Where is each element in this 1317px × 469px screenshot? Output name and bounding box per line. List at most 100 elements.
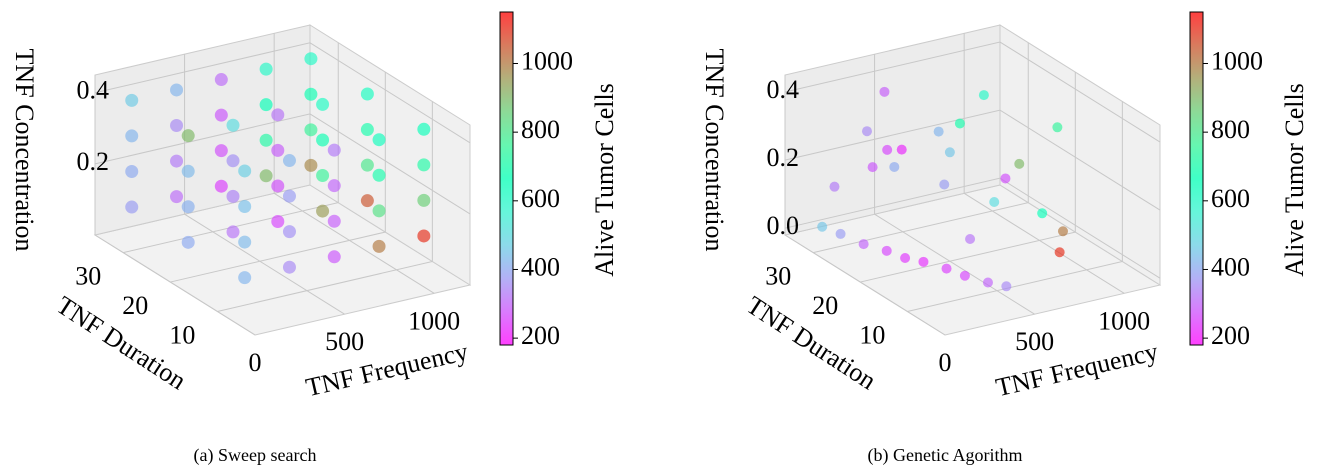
data-point — [238, 164, 252, 178]
data-point — [867, 162, 878, 173]
grid-line — [94, 75, 256, 336]
z-tick-label: 0.2 — [77, 147, 110, 176]
data-point — [238, 271, 252, 285]
data-point — [125, 93, 139, 107]
data-point — [282, 225, 296, 239]
colorbar-tick-label: 400 — [1211, 252, 1250, 281]
data-point — [226, 118, 240, 132]
grid-line — [860, 72, 1076, 283]
grid-line — [273, 33, 435, 294]
z-tick-label: 0.4 — [77, 76, 110, 105]
grid-line — [170, 72, 386, 283]
data-point — [889, 161, 900, 172]
data-point — [372, 133, 386, 147]
z-tick-label: 0.2 — [767, 143, 800, 172]
colorbar-tick-label: 600 — [521, 184, 560, 213]
data-point — [360, 158, 374, 172]
data-point — [881, 245, 892, 256]
grid-line — [123, 42, 339, 254]
x-tick-label: 0 — [249, 348, 262, 377]
data-point — [259, 169, 273, 183]
grid-line — [874, 54, 1035, 315]
grid-line — [784, 109, 1161, 211]
data-point — [939, 179, 950, 190]
colorbar-label: Alive Tumor Cells — [590, 83, 619, 277]
data-point — [959, 270, 970, 281]
y-tick-label: 10 — [169, 320, 195, 349]
data-point — [214, 73, 228, 87]
data-point — [417, 122, 431, 136]
data-point — [316, 169, 330, 183]
colorbar-tick-label: 400 — [521, 252, 560, 281]
data-point — [316, 133, 330, 147]
data-point — [327, 143, 341, 157]
data-point — [900, 253, 911, 264]
data-point — [879, 86, 890, 97]
x-tick-label: 1000 — [1098, 306, 1150, 335]
z-axis-label: TNF Concentration — [700, 49, 729, 252]
colorbar — [1189, 11, 1204, 346]
data-point — [965, 234, 976, 245]
caption: (a) Sweep search — [194, 445, 317, 466]
data-point — [259, 98, 273, 112]
data-point — [896, 144, 907, 155]
data-point — [1052, 122, 1063, 133]
z-axis-label: TNF Concentration — [10, 49, 39, 252]
y-tick-label: 30 — [765, 262, 791, 291]
data-point — [214, 179, 228, 193]
data-point — [181, 129, 195, 143]
x-tick-label: 1000 — [408, 306, 460, 335]
data-point — [226, 225, 240, 239]
data-point — [918, 256, 929, 267]
grid-line — [784, 75, 946, 336]
grid-line — [217, 101, 433, 312]
data-point — [372, 204, 386, 218]
caption: (b) Genetic Agorithm — [868, 445, 1023, 466]
data-point — [360, 87, 374, 101]
data-point — [304, 52, 318, 66]
colorbar-tick-label: 800 — [1211, 115, 1250, 144]
data-point — [417, 193, 431, 207]
data-point — [170, 154, 184, 168]
data-point — [238, 235, 252, 249]
data-point — [1057, 226, 1068, 237]
data-point — [941, 263, 952, 274]
grid-line — [94, 113, 471, 215]
data-point — [181, 200, 195, 214]
data-point — [858, 239, 869, 250]
colorbar-tick-label: 1000 — [521, 46, 573, 75]
z-tick-label: 0.0 — [767, 211, 800, 240]
grid-line — [907, 101, 1123, 312]
x-tick-label: 500 — [1015, 327, 1054, 356]
data-point — [271, 108, 285, 122]
data-point — [226, 154, 240, 168]
data-point — [282, 154, 296, 168]
data-point — [1014, 158, 1025, 169]
data-point — [259, 133, 273, 147]
x-tick-label: 500 — [325, 327, 364, 356]
data-point — [271, 179, 285, 193]
z-tick-label: 0.4 — [767, 75, 800, 104]
data-point — [1001, 281, 1012, 292]
data-point — [1037, 208, 1048, 219]
data-point — [835, 228, 846, 239]
colorbar-tick-label: 200 — [1211, 321, 1250, 350]
data-point — [327, 250, 341, 264]
data-point — [933, 126, 944, 137]
grid-line — [813, 42, 1029, 254]
data-point — [214, 108, 228, 122]
colorbar-tick-label: 1000 — [1211, 46, 1263, 75]
data-point — [360, 123, 374, 137]
data-point — [259, 62, 273, 76]
data-point — [989, 196, 1000, 207]
data-point — [304, 158, 318, 172]
data-point — [282, 260, 296, 274]
data-point — [372, 168, 386, 182]
data-point — [944, 147, 955, 158]
data-point — [372, 239, 386, 253]
data-point — [817, 221, 828, 232]
data-point — [226, 189, 240, 203]
x-tick-label: 0 — [939, 348, 952, 377]
